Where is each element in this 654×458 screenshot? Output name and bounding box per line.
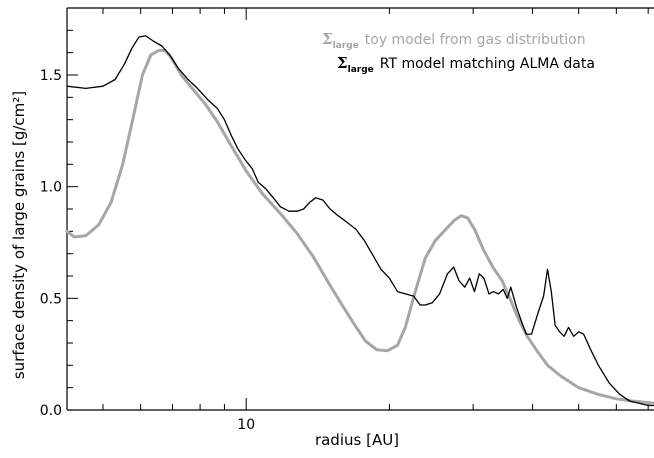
- y-tick-label: 0.5: [40, 291, 62, 307]
- legend: Σlarge toy model from gas distribution Σl…: [322, 30, 595, 75]
- y-tick-label: 1.5: [40, 68, 62, 84]
- plot-lines: [65, 35, 654, 407]
- x-tick-label: 10: [237, 417, 255, 433]
- legend-subscript: large: [333, 41, 359, 51]
- legend-label: toy model from gas distribution: [365, 32, 586, 48]
- tick-labels: 0.0 0.5 1.0 1.5 10: [40, 68, 255, 433]
- x-axis-title: radius [AU]: [315, 431, 399, 449]
- legend-symbol: Σ: [322, 30, 333, 48]
- legend-symbol: Σ: [337, 54, 348, 72]
- series-line-toy-model: [65, 48, 654, 405]
- y-tick-label: 1.0: [40, 180, 62, 196]
- series-line-rt-model: [66, 35, 654, 407]
- y-tick-label: 0.0: [40, 403, 62, 419]
- legend-subscript: large: [348, 65, 374, 75]
- legend-entry-rt-model: Σlarge RT model matching ALMA data: [337, 54, 595, 75]
- legend-label: RT model matching ALMA data: [380, 56, 595, 72]
- y-axis-title: surface density of large grains [g/cm²]: [10, 91, 28, 379]
- legend-entry-toy-model: Σlarge toy model from gas distribution: [322, 30, 586, 51]
